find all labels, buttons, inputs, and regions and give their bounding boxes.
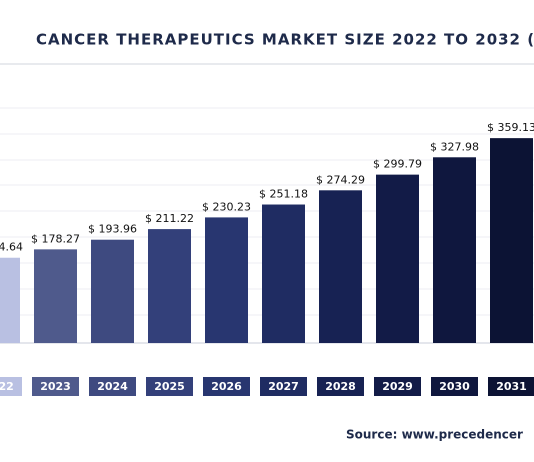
- x-tick-label: 2027: [268, 380, 299, 393]
- bar: [490, 138, 533, 343]
- category-box: [0, 377, 22, 396]
- category-box: [374, 377, 421, 396]
- bar: [433, 157, 476, 343]
- value-label: $ 274.29: [316, 173, 365, 186]
- value-label: $ 230.23: [202, 200, 251, 213]
- x-tick-label: 2031: [496, 380, 527, 393]
- category-box: [260, 377, 307, 396]
- value-label: $ 299.79: [373, 158, 422, 171]
- category-box: [89, 377, 136, 396]
- bar: [148, 229, 191, 343]
- value-label: $ 327.98: [430, 140, 479, 153]
- x-tick-label: 2028: [325, 380, 356, 393]
- value-label: $ 193.96: [88, 223, 137, 236]
- x-tick-label: 2025: [154, 380, 185, 393]
- bar: [34, 249, 77, 343]
- value-label: $ 178.27: [31, 232, 80, 245]
- bar: [205, 217, 248, 343]
- value-label: $ 251.18: [259, 188, 308, 201]
- value-label: $ 211.22: [145, 212, 194, 225]
- value-label: $ 164.64: [0, 241, 23, 254]
- category-box: [317, 377, 364, 396]
- x-tick-label: 2030: [439, 380, 470, 393]
- bar: [319, 190, 362, 343]
- x-tick-label: 2022: [0, 380, 14, 393]
- category-box: [431, 377, 478, 396]
- source: Source: www.precedencer: [346, 428, 523, 442]
- value-label: $ 359.13: [487, 121, 534, 134]
- bar: [262, 204, 305, 343]
- chart-title: CANCER THERAPEUTICS MARKET SIZE 2022 TO …: [36, 31, 534, 49]
- category-box: [488, 377, 534, 396]
- category-box: [146, 377, 193, 396]
- category-box: [32, 377, 79, 396]
- x-tick-label: 2029: [382, 380, 413, 393]
- bar: [376, 174, 419, 343]
- category-box: [203, 377, 250, 396]
- bar: [91, 239, 134, 343]
- bar: [0, 257, 20, 343]
- x-tick-label: 2026: [211, 380, 242, 393]
- x-tick-label: 2024: [97, 380, 128, 393]
- x-tick-label: 2023: [40, 380, 71, 393]
